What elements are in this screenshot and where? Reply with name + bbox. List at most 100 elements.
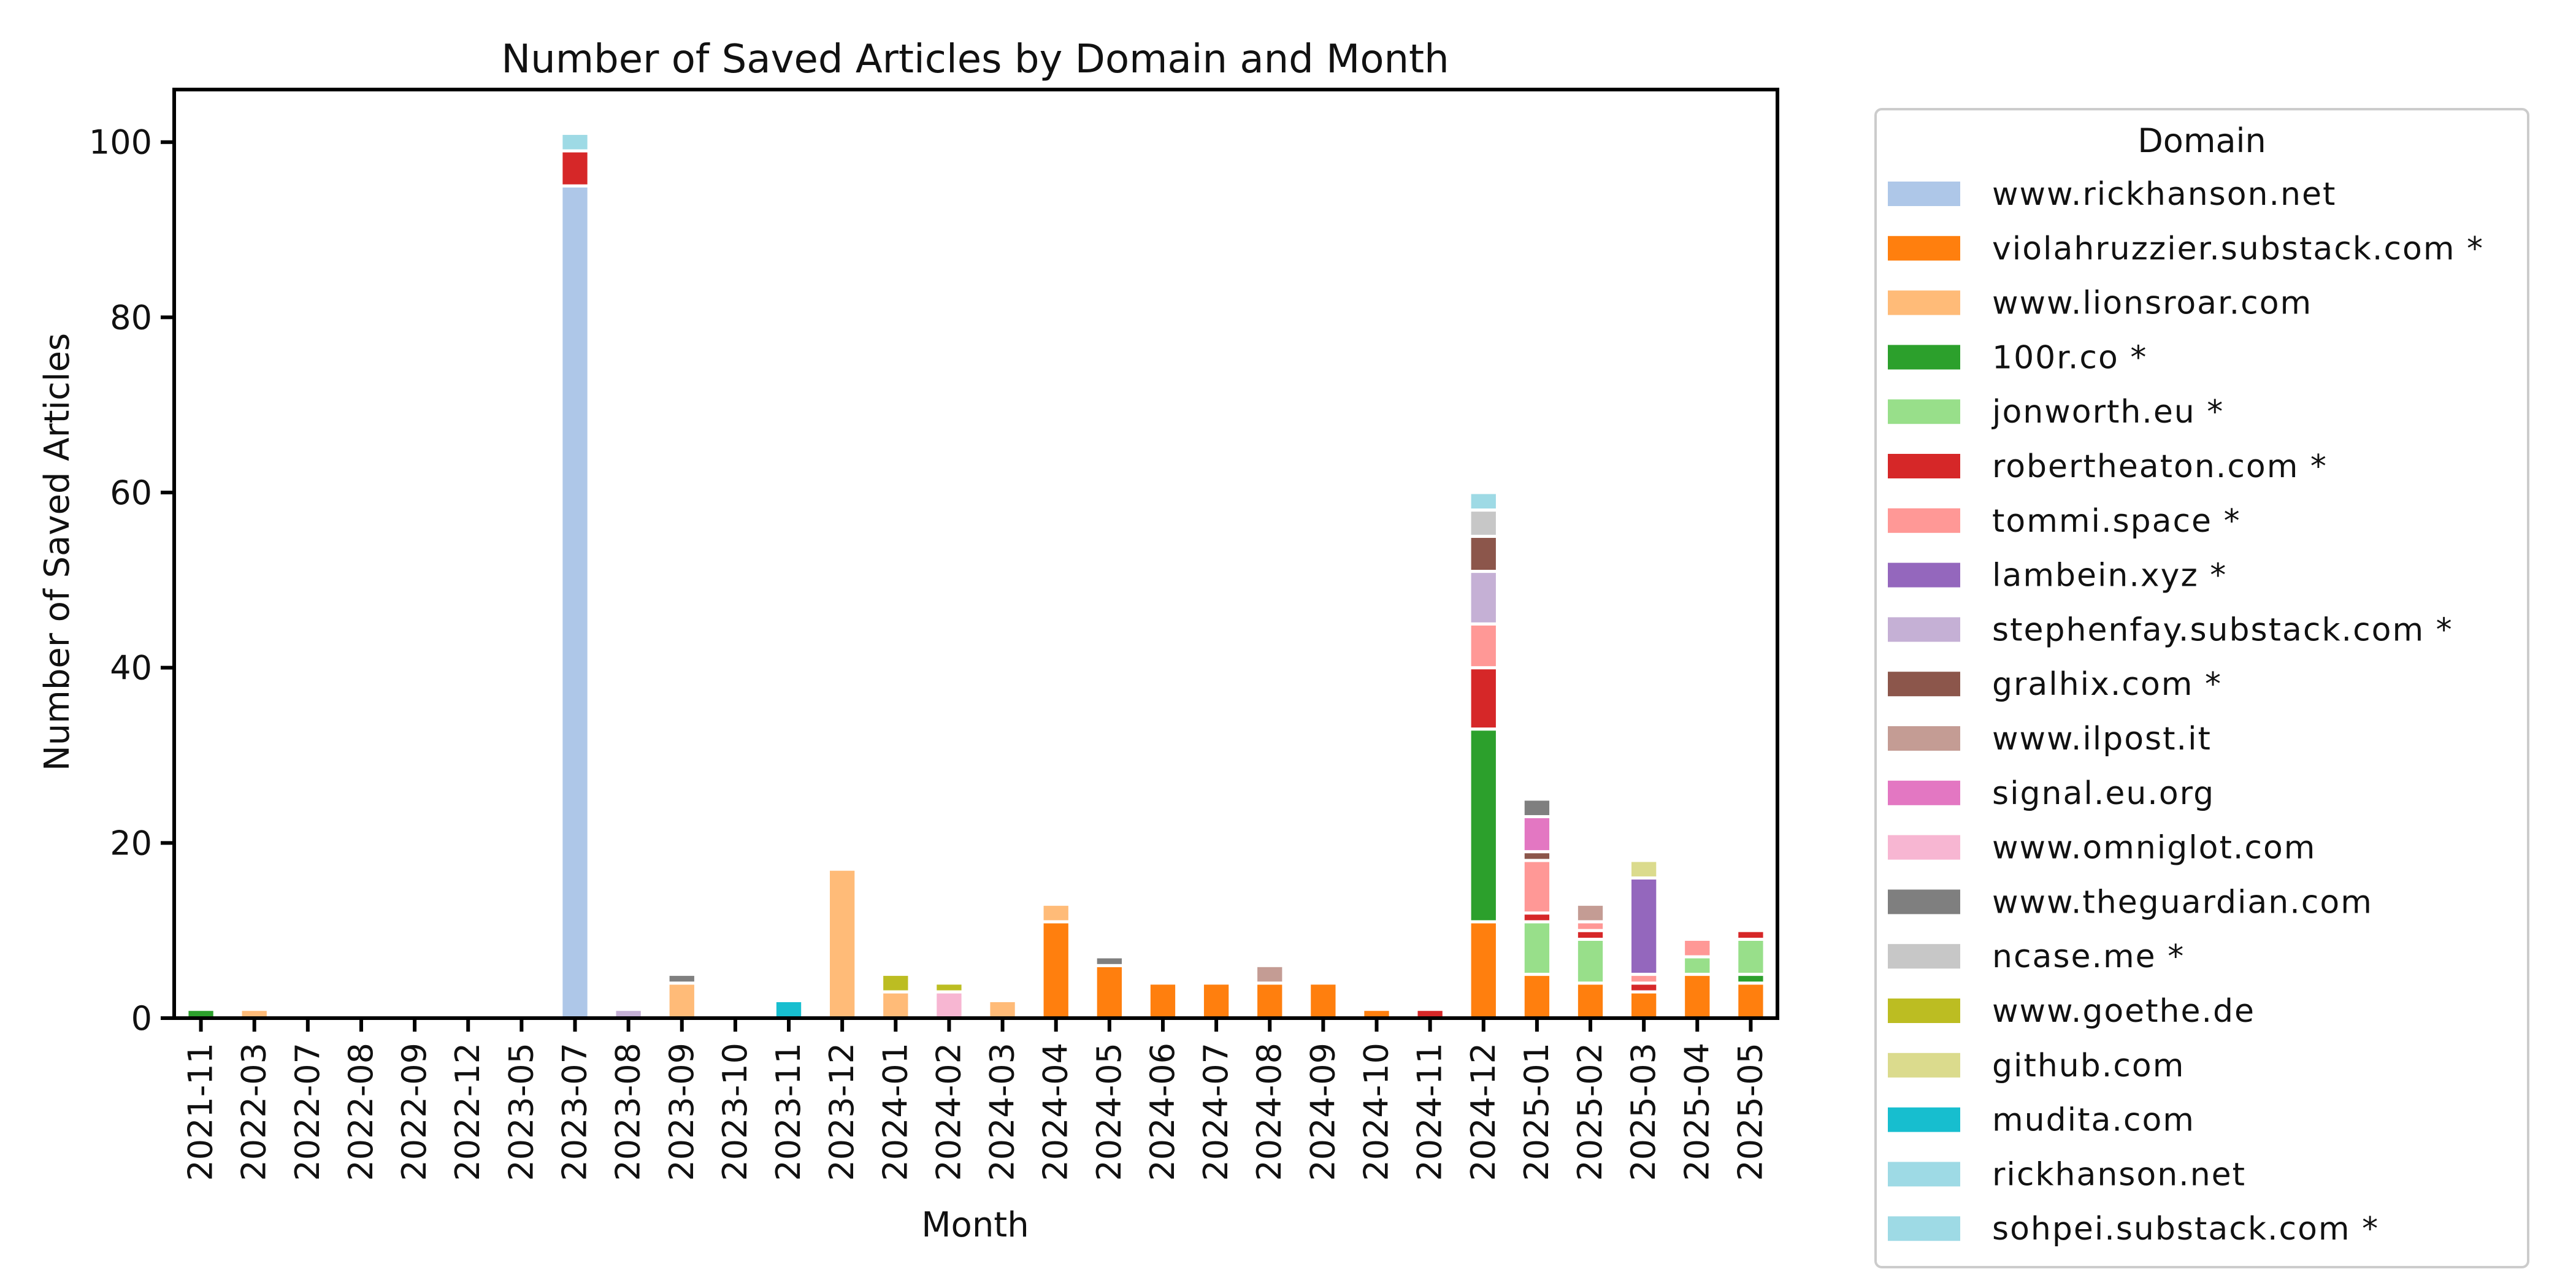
legend-label: mudita.com [1992,1102,2195,1139]
legend-label: lambein.xyz * [1992,558,2227,594]
bar-segment-2024-12-sohpei-substack-com [1468,491,1499,512]
legend-item-www-lionsroar-com: www.lionsroar.com [1888,285,2312,322]
legend-label: jonworth.eu * [1991,394,2224,431]
legend-swatch [1888,562,1960,588]
bar-segment-2023-12-www-lionsroar-com [827,867,858,1020]
legend-swatch [1888,345,1960,370]
legend: Domain www.rickhanson.net violahruzzier.su… [1874,108,2529,1268]
legend-item-www-ilpost-it: www.ilpost.it [1888,721,2212,757]
plot-frame [172,88,1779,1020]
x-tick-label: 2024-03 [983,1043,1022,1181]
legend-item-sohpei-substack-com: sohpei.substack.com * [1888,1211,2378,1248]
x-tick-label: 2021-11 [182,1043,220,1181]
legend-item-www-theguardian-com: www.theguardian.com [1888,884,2372,921]
bar-segment-2024-12-100r-co [1468,727,1499,924]
bar-segment-2024-08-www-ilpost-it [1254,964,1286,985]
bar-segment-2024-12-tommi-space [1468,622,1499,670]
legend-label: signal.eu.org [1992,775,2215,812]
bar-segment-2025-04-jonworth-eu [1682,955,1713,976]
legend-item-violahruzzier-substack-com: violahruzzier.substack.com * [1888,231,2483,267]
legend-label: gralhix.com * [1992,666,2222,703]
x-tick-label: 2023-11 [769,1043,808,1181]
legend-swatch [1888,290,1960,315]
x-tick-label: 2023-09 [662,1043,701,1181]
bar-segment-2025-01-violahruzzier-substack-com [1521,973,1553,1020]
bar-segment-2023-09-www-lionsroar-com [666,981,697,1020]
x-tick-label: 2022-03 [235,1043,274,1181]
bar-segment-2024-05-www-theguardian-com [1094,955,1125,967]
legend-label: 100r.co * [1992,339,2147,376]
legend-box [1874,108,2529,1268]
bar-segment-2025-03-github-com [1628,859,1660,880]
y-tick-label: 80 [110,298,152,337]
y-tick-label: 0 [131,999,152,1038]
x-tick-label: 2023-12 [822,1043,861,1181]
bar-segment-2024-04-www-lionsroar-com [1040,902,1071,924]
legend-item-ncase-me: ncase.me * [1888,938,2185,975]
bar-segment-2024-01-www-lionsroar-com [880,990,911,1020]
legend-item-mudita-com: mudita.com [1888,1102,2195,1139]
bar-segment-2024-05-violahruzzier-substack-com [1094,964,1125,1020]
bar-segment-2025-01-tommi-space [1521,859,1553,915]
legend-swatch [1888,1216,1960,1241]
bars-layer [185,131,1766,1020]
x-tick-label: 2024-08 [1250,1043,1289,1181]
bar-segment-2023-07-www-rickhanson-net [559,184,591,1020]
legend-swatch [1888,835,1960,860]
x-tick-label: 2024-11 [1411,1043,1449,1181]
legend-item-robertheaton-com: robertheaton.com * [1888,448,2326,485]
legend-swatch [1888,454,1960,478]
legend-item-jonworth-eu: jonworth.eu * [1888,394,2224,431]
legend-swatch [1888,236,1960,261]
x-tick-label: 2024-01 [876,1043,914,1181]
legend-item-lambein-xyz: lambein.xyz * [1888,558,2227,594]
x-tick-label: 2023-10 [716,1043,754,1181]
legend-label: ncase.me * [1992,938,2185,975]
bar-segment-2025-02-jonworth-eu [1574,937,1606,985]
legend-label: stephenfay.substack.com * [1992,611,2453,648]
x-tick-label: 2025-02 [1571,1043,1609,1181]
legend-label: www.goethe.de [1992,993,2255,1030]
x-tick-label: 2024-09 [1303,1043,1342,1181]
legend-swatch [1888,399,1960,424]
bar-segment-2024-12-gralhix-com [1468,534,1499,573]
bar-segment-2024-02-www-goethe-de [933,981,965,994]
x-tick-label: 2023-07 [556,1043,594,1181]
legend-item-signal-eu-org: signal.eu.org [1888,775,2215,812]
bar-segment-2024-08-violahruzzier-substack-com [1254,981,1286,1020]
bar-segment-2025-05-robertheaton-com [1735,929,1766,941]
legend-item-stephenfay-substack-com: stephenfay.substack.com * [1888,611,2453,648]
x-tick-label: 2024-05 [1090,1043,1129,1181]
legend-label: www.ilpost.it [1992,721,2212,757]
bar-segment-2024-12-violahruzzier-substack-com [1468,920,1499,1020]
x-tick-label: 2024-07 [1197,1043,1235,1181]
bar-segment-2024-03-www-lionsroar-com [987,999,1018,1020]
bar-segment-2025-03-lambein-xyz [1628,876,1660,976]
bar-segment-2025-01-jonworth-eu [1521,920,1553,976]
bar-segment-2025-01-signal-eu-org [1521,815,1553,854]
legend-swatch [1888,182,1960,206]
y-axis-label: Number of Saved Articles [37,333,77,771]
x-tick-label: 2023-05 [502,1043,540,1181]
legend-swatch [1888,1162,1960,1187]
chart-title: Number of Saved Articles by Domain and M… [501,37,1449,82]
legend-swatch [1888,726,1960,751]
bar-segment-2025-02-violahruzzier-substack-com [1574,981,1606,1020]
x-tick-label: 2025-03 [1624,1043,1663,1181]
legend-label: www.lionsroar.com [1992,285,2312,322]
bar-segment-2025-04-tommi-space [1682,937,1713,959]
legend-label: tommi.space * [1992,503,2241,540]
legend-swatch [1888,508,1960,533]
legend-item-rickhanson-net: rickhanson.net [1888,1156,2245,1193]
legend-swatch [1888,1052,1960,1078]
x-tick-label: 2024-10 [1357,1043,1396,1181]
bar-segment-2025-04-violahruzzier-substack-com [1682,973,1713,1020]
bar-segment-2024-01-www-goethe-de [880,973,911,994]
legend-label: www.omniglot.com [1992,830,2316,867]
legend-item-www-omniglot-com: www.omniglot.com [1888,830,2316,867]
x-tick-label: 2024-12 [1464,1043,1503,1181]
bar-segment-2024-12-stephenfay-substack-com [1468,570,1499,626]
legend-label: github.com [1992,1048,2185,1084]
legend-swatch [1888,1107,1960,1132]
bar-segment-2024-02-www-omniglot-com [933,990,965,1020]
